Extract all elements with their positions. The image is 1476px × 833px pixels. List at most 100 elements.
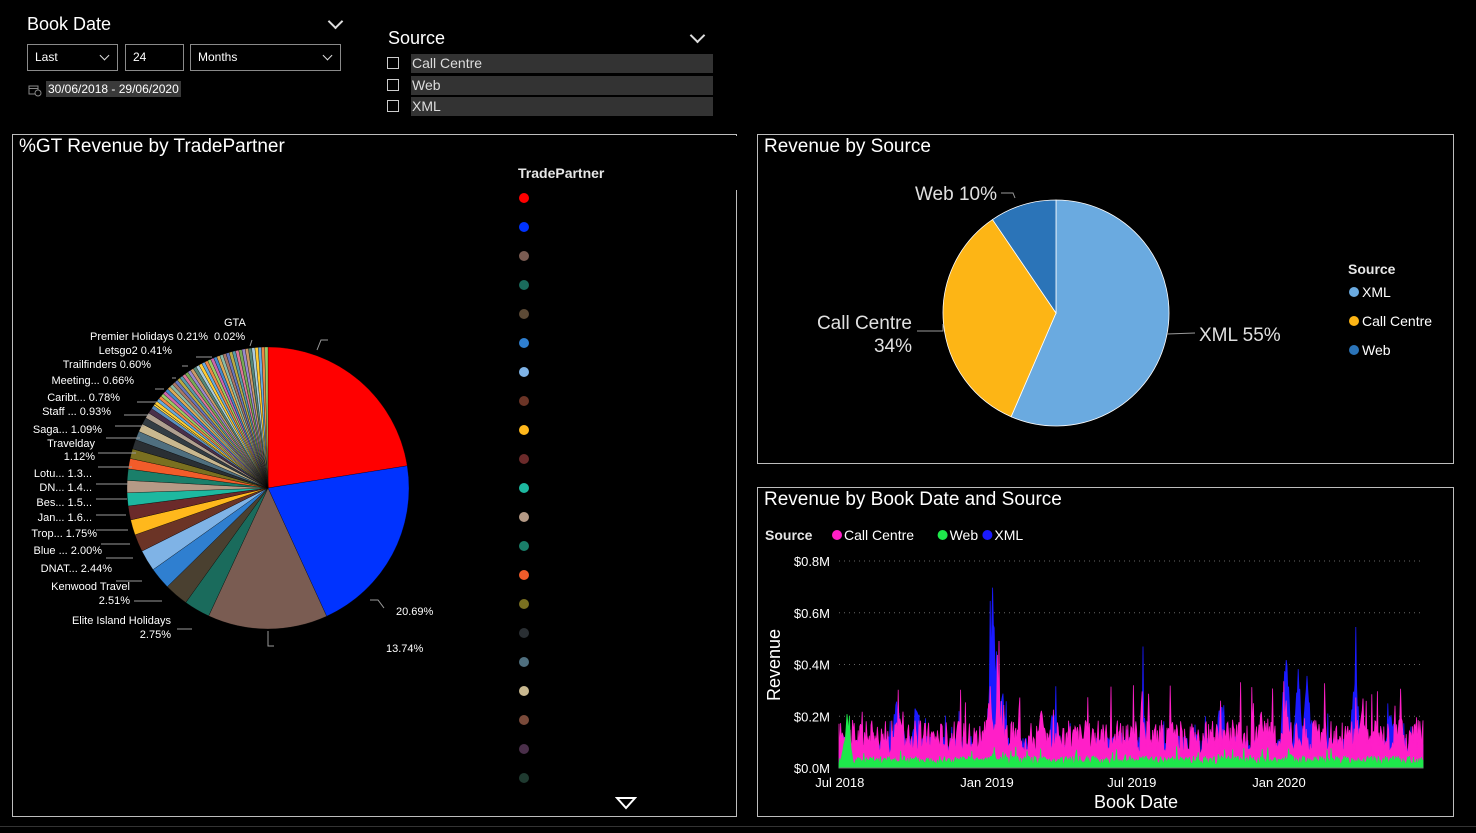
page-bottom-strip [0, 826, 1476, 833]
tradepartner-pie-chart: GTA 0.02% Premier Holidays 0.21% Letsgo2… [31, 317, 433, 655]
checkbox[interactable] [387, 57, 399, 69]
source-legend: XML Call Centre Web [1349, 284, 1432, 358]
label-jan: Jan... 1.6... [38, 512, 92, 524]
label-letsgo2: Letsgo2 0.41% [99, 345, 173, 357]
label-dnat: DNAT... 2.44% [41, 563, 113, 575]
legend-dot[interactable] [519, 570, 529, 580]
source-option-web[interactable]: Web [387, 76, 713, 95]
label-bes: Bes... 1.5... [36, 497, 92, 509]
leader-line [249, 339, 253, 347]
label-saga: Saga... 1.09% [33, 424, 102, 436]
source-option-call-centre[interactable]: Call Centre [387, 54, 713, 73]
relative-period-dropdown[interactable]: Last [27, 44, 118, 71]
legend-dot[interactable] [519, 773, 529, 783]
source-legend-title: Source [1348, 261, 1396, 277]
label-staff: Staff ... 0.93% [42, 406, 111, 418]
pie-slice [208, 487, 327, 630]
label-elite-pct: 2.75% [140, 629, 171, 641]
tradepartner-label-leaders [96, 339, 385, 647]
panel-title: %GT Revenue by TradePartner [19, 136, 285, 157]
legend-scroll-down-icon[interactable] [615, 796, 637, 810]
book-date-slicer-title: Book Date [27, 14, 112, 34]
legend-dot[interactable] [519, 367, 529, 377]
source-pie-slices [942, 199, 1170, 427]
leader-line [267, 631, 274, 647]
period-count-input[interactable]: 24 [125, 44, 184, 71]
label-gta-pct: 0.02% [214, 331, 245, 343]
legend-dot[interactable] [519, 425, 529, 435]
legend-dot[interactable] [519, 744, 529, 754]
pie-slice [267, 465, 410, 617]
source-option-xml[interactable]: XML [387, 97, 713, 116]
legend-dot[interactable] [519, 309, 529, 319]
source-option-label: XML [411, 97, 713, 116]
legend-dot[interactable] [519, 338, 529, 348]
source-collapse-chevron-icon[interactable] [689, 27, 706, 44]
label-gta-name: GTA [224, 317, 246, 329]
legend-dot[interactable] [519, 454, 529, 464]
label-premier: Premier Holidays 0.21% [90, 331, 208, 343]
legend-dot[interactable] [519, 483, 529, 493]
legend-dot[interactable] [519, 512, 529, 522]
y-tick-label: $0.2M [794, 709, 830, 724]
legend-label: Web [1362, 342, 1391, 358]
legend-label: XML [994, 527, 1023, 543]
chevron-down-icon [322, 50, 333, 61]
revenue-by-date-chart: Source Call Centre Web XML $0.0M $0.2M $0.4M… [764, 527, 1424, 812]
source-label-leaders [917, 192, 1196, 335]
leader-line [316, 339, 328, 351]
label-trop: Trop... 1.75% [31, 528, 97, 540]
pie-slice-web [991, 199, 1057, 315]
legend-dot[interactable] [519, 628, 529, 638]
tradepartner-pie-panel: %GT Revenue by TradePartner [12, 134, 737, 817]
label-caribt: Caribt... 0.78% [47, 392, 120, 404]
period-count-value: 24 [133, 50, 147, 64]
label-xml-slice: XML 55% [1199, 325, 1281, 346]
line-y-ticks: $0.0M $0.2M $0.4M $0.6M $0.8M [794, 554, 830, 776]
y-tick-label: $0.6M [794, 606, 830, 621]
revenue-by-source-panel: Revenue by Source [757, 134, 1454, 464]
series-web [838, 714, 1424, 769]
label-trailfinders: Trailfinders 0.60% [63, 359, 151, 371]
label-travelday-name: Travelday [47, 438, 95, 450]
x-tick-label: Jan 2019 [960, 775, 1014, 790]
legend-dot[interactable] [519, 599, 529, 609]
legend-dot[interactable] [519, 396, 529, 406]
panel-title: Revenue by Source [764, 136, 931, 157]
label-blue: Blue ... 2.00% [34, 545, 103, 557]
legend-dot [1349, 345, 1359, 355]
legend-dot [937, 530, 948, 540]
legend-dot[interactable] [519, 280, 529, 290]
date-range-text: 30/06/2018 - 29/06/2020 [46, 81, 181, 97]
line-x-ticks: Jul 2018 Jan 2019 Jul 2019 Jan 2020 [815, 775, 1306, 790]
y-tick-label: $0.0M [794, 761, 830, 776]
legend-dot[interactable] [519, 193, 529, 203]
checkbox[interactable] [387, 79, 399, 91]
label-lotu: Lotu... 1.3... [34, 468, 92, 480]
legend-dot[interactable] [519, 541, 529, 551]
source-option-label: Web [411, 76, 713, 95]
legend-dot[interactable] [519, 251, 529, 261]
relative-period-value: Last [35, 50, 58, 64]
legend-dot [982, 530, 993, 540]
label-kenwood-name: Kenwood Travel [51, 581, 130, 593]
legend-dot[interactable] [519, 657, 529, 667]
leader-line [370, 599, 385, 609]
legend-dot[interactable] [519, 715, 529, 725]
checkbox[interactable] [387, 100, 399, 112]
book-date-collapse-chevron-icon[interactable] [327, 13, 344, 30]
x-tick-label: Jul 2019 [1107, 775, 1156, 790]
line-series [838, 587, 1424, 769]
pie-slice [267, 346, 408, 489]
period-unit-dropdown[interactable]: Months [190, 44, 341, 71]
label-meeting: Meeting... 0.66% [51, 375, 134, 387]
legend-dot[interactable] [519, 686, 529, 696]
legend-dot [1349, 316, 1359, 326]
x-tick-label: Jul 2018 [815, 775, 864, 790]
source-option-label: Call Centre [411, 54, 713, 73]
legend-dot[interactable] [519, 222, 529, 232]
label-call-centre-slice-pct: 34% [874, 336, 912, 357]
y-tick-label: $0.4M [794, 658, 830, 673]
panel-title: Revenue by Book Date and Source [764, 489, 1062, 510]
tradepartner-pie-slices [126, 346, 410, 630]
